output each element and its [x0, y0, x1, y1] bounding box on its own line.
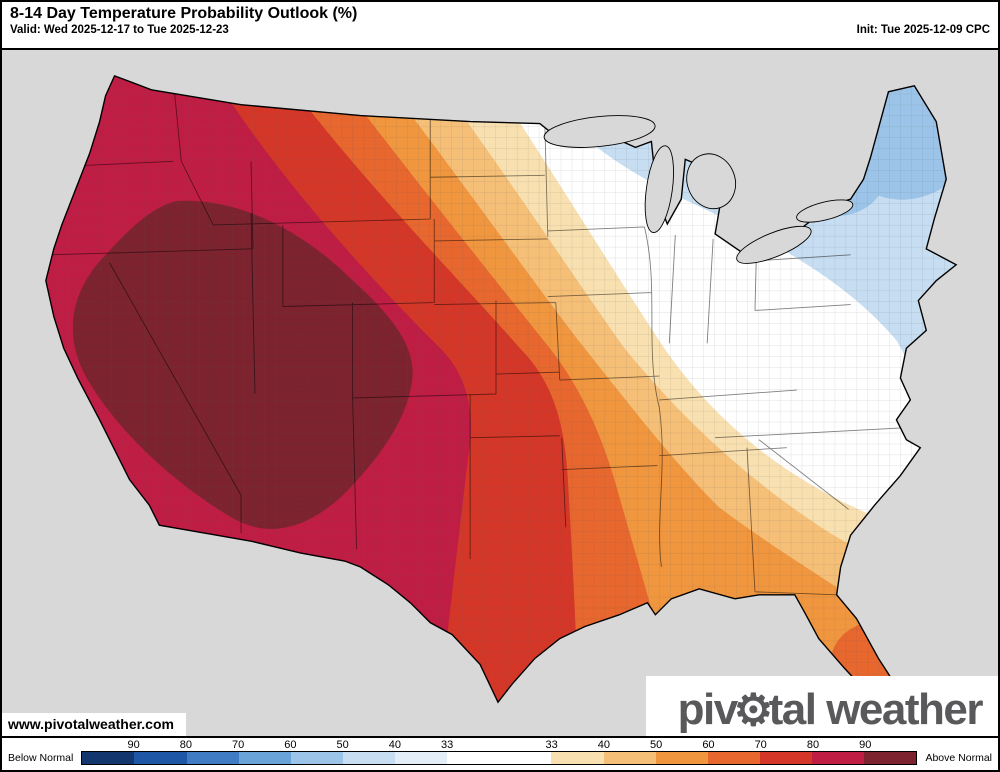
valid-range: Valid: Wed 2025-12-17 to Tue 2025-12-23 — [10, 24, 229, 36]
colorbar-segment — [290, 752, 343, 764]
logo-background — [646, 676, 998, 736]
colorbar-tick: 90 — [859, 739, 872, 751]
map-area: piv⚙tal weather www.pivotalweather.com — [2, 50, 998, 736]
colorbar-tick: 70 — [754, 739, 767, 751]
colorbar-segments — [81, 751, 918, 765]
colorbar-tick-labels: 90 80 70 60 50 40 33 33 40 50 60 70 80 90 — [81, 739, 917, 751]
colorbar-tick: 40 — [597, 739, 611, 751]
colorbar-segment — [134, 752, 187, 764]
colorbar-segment — [395, 752, 448, 764]
state-boundaries — [45, 79, 905, 596]
colorbar: 90 80 70 60 50 40 33 33 40 50 60 70 80 90 — [81, 738, 918, 767]
colorbar-segment — [759, 752, 813, 764]
colorbar-segment — [603, 752, 656, 764]
colorbar-tick: 60 — [284, 739, 297, 751]
page-title: 8-14 Day Temperature Probability Outlook… — [10, 5, 358, 22]
colorbar-tick: 70 — [232, 739, 245, 751]
colorbar-segment — [342, 752, 396, 764]
colorbar-tick: 60 — [702, 739, 715, 751]
above-normal-label: Above Normal — [925, 752, 992, 764]
logo-text-left: piv — [677, 685, 739, 734]
colorbar-segment — [82, 752, 135, 764]
colorbar-tick: 33 — [441, 739, 454, 751]
colorbar-segment — [186, 752, 239, 764]
colorbar-tick: 90 — [127, 739, 140, 751]
lake-michigan — [644, 145, 675, 233]
lake-ontario — [796, 199, 854, 223]
colorbar-tick: 50 — [650, 739, 663, 751]
header: 8-14 Day Temperature Probability Outlook… — [2, 2, 998, 50]
gear-icon: ⚙ — [733, 686, 773, 735]
colorbar-legend: Below Normal 90 80 70 60 50 40 33 33 40 50 60 70 80 9… — [2, 736, 998, 770]
pivotal-weather-logo: piv⚙tal weather — [677, 685, 984, 735]
colorbar-segment — [551, 752, 604, 764]
colorbar-segment — [447, 752, 500, 764]
colorbar-tick: 80 — [806, 739, 820, 751]
colorbar-tick: 80 — [179, 739, 192, 751]
colorbar-tick: 50 — [336, 739, 349, 751]
lake-huron — [686, 153, 737, 210]
colorbar-segment — [864, 752, 917, 764]
logo-text-right: tal weather — [768, 685, 984, 734]
colorbar-segment — [707, 752, 760, 764]
colorbar-segment — [655, 752, 708, 764]
colorbar-segment — [812, 752, 865, 764]
lake-superior — [543, 115, 656, 148]
colorbar-tick: 33 — [545, 739, 558, 751]
colorbar-segment — [238, 752, 291, 764]
conus-probability-map — [2, 50, 998, 736]
watermark: www.pivotalweather.com — [2, 713, 186, 736]
colorbar-tick: 40 — [388, 739, 402, 751]
lake-erie — [736, 225, 812, 264]
colorbar-segment — [499, 752, 552, 764]
great-lakes — [543, 115, 854, 264]
below-normal-label: Below Normal — [8, 752, 74, 764]
init-time: Init: Tue 2025-12-09 CPC — [856, 24, 990, 36]
